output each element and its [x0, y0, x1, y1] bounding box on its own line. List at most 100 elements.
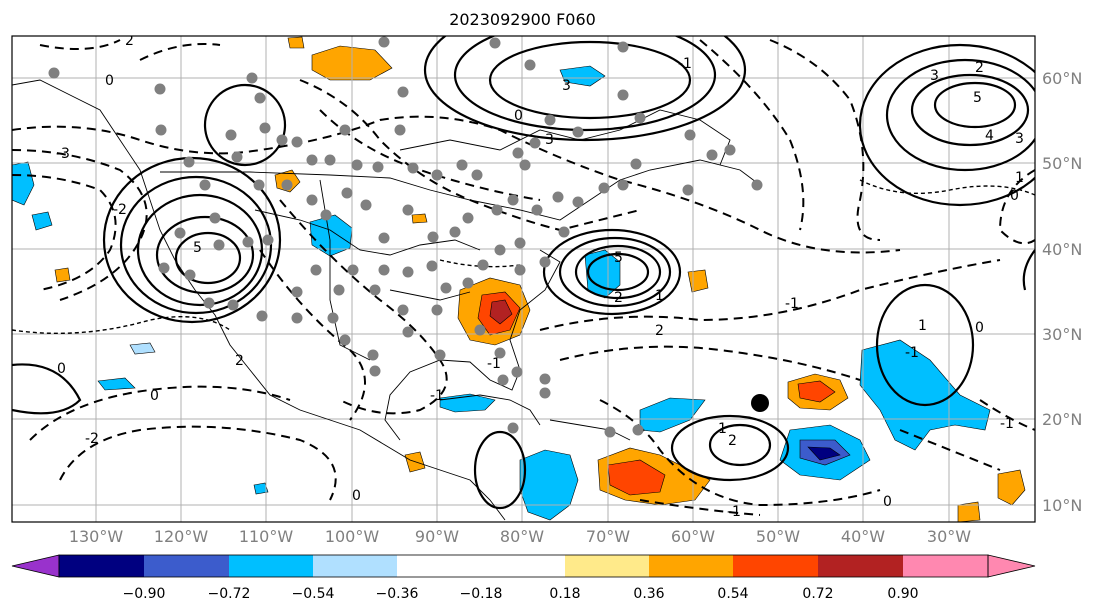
- contour-label: -1: [905, 345, 919, 361]
- anomaly-region: [54, 267, 71, 283]
- colorbar-segment: [481, 555, 565, 577]
- colorbar-tick: −0.36: [376, 586, 419, 602]
- colorbar-segment: [565, 555, 649, 577]
- anomaly-region: [559, 65, 606, 87]
- lon-label: 50°W: [756, 527, 800, 546]
- lon-label: 90°W: [415, 527, 459, 546]
- contour-label: -2: [85, 431, 99, 447]
- colorbar-tick: 0.90: [887, 586, 918, 602]
- contour-label: 3: [1015, 131, 1024, 147]
- colorbar-tick: −0.90: [123, 586, 166, 602]
- anomaly-region: [957, 501, 981, 522]
- colorbar-segment: [397, 555, 481, 577]
- contour-label: 2: [655, 323, 664, 339]
- lat-label: 40°N: [1042, 240, 1082, 259]
- colorbar-tick: −0.18: [460, 586, 503, 602]
- anomaly-region: [287, 36, 305, 49]
- contour-label: 3: [930, 68, 939, 84]
- anomaly-region: [807, 446, 841, 461]
- storm-marker: [751, 394, 769, 412]
- contour-label: 1: [1015, 170, 1024, 186]
- anomaly-region: [607, 459, 666, 496]
- lon-label: 30°W: [927, 527, 971, 546]
- contour-label: 0: [105, 73, 114, 89]
- colorbar-segment: [903, 555, 988, 577]
- contour-label: 2: [975, 60, 984, 76]
- lon-label: 70°W: [586, 527, 630, 546]
- anomaly-region: [97, 377, 136, 391]
- colorbar-tick: 0.18: [549, 586, 580, 602]
- contour-label: -1: [727, 504, 741, 520]
- colorbar-tick: −0.72: [208, 586, 251, 602]
- anomaly-region: [489, 299, 513, 325]
- contour-label: 2: [728, 433, 737, 449]
- colorbar-tick: 0.36: [633, 586, 664, 602]
- lon-label: 110°W: [239, 527, 294, 546]
- coastlines: [12, 79, 761, 521]
- contour-label: 1: [918, 318, 927, 334]
- contour-label: 0: [352, 488, 361, 504]
- lon-label: 40°W: [841, 527, 885, 546]
- lat-label: 10°N: [1042, 496, 1082, 515]
- contour-label: -2: [113, 202, 127, 218]
- lat-label: 50°N: [1042, 154, 1082, 173]
- contour-label: -1: [430, 388, 444, 404]
- contour-label: 5: [973, 90, 982, 106]
- lon-label: 120°W: [154, 527, 209, 546]
- contour-label: 3: [562, 78, 571, 94]
- colorbar-segment: [733, 555, 818, 577]
- contour-label: -1: [785, 296, 799, 312]
- contours: [12, 36, 1035, 516]
- contour-labels: 2 0 3 5 -3 -2 5 2 3 0 2 1 -1 -1 -2 0 1 0…: [56, 33, 1024, 520]
- lon-label: 100°W: [325, 527, 380, 546]
- contour-label: 3: [545, 132, 554, 148]
- anomaly-region: [859, 339, 991, 451]
- colorbar-segment: [313, 555, 397, 577]
- colorbar-segment: [144, 555, 229, 577]
- map-area: [12, 36, 1035, 522]
- contour-label: -1: [678, 56, 692, 72]
- map-title: 2023092900 F060: [449, 10, 596, 29]
- colorbar-segment: [649, 555, 733, 577]
- anomaly-region: [797, 380, 836, 403]
- contour-label: -1: [487, 356, 501, 372]
- lon-label: 80°W: [500, 527, 544, 546]
- contour-label: -3: [56, 146, 70, 162]
- longitude-labels: 130°W 120°W 110°W 100°W 90°W 80°W 70°W 6…: [69, 527, 971, 546]
- contour-label: 5: [193, 240, 202, 256]
- contour-label: 0: [150, 388, 159, 404]
- colorbar-extend-high: [987, 554, 1036, 578]
- lat-label: 60°N: [1042, 69, 1082, 88]
- contour-label: -1: [1000, 416, 1014, 432]
- colorbar-tick: 0.72: [802, 586, 833, 602]
- anomaly-region: [129, 342, 156, 355]
- contour-label: 0: [1010, 188, 1019, 204]
- anomaly-region: [31, 211, 53, 231]
- anomaly-region: [997, 469, 1026, 506]
- contour-label: 4: [985, 128, 994, 144]
- lat-label: 20°N: [1042, 410, 1082, 429]
- contour-label: 2: [125, 33, 134, 49]
- lat-label: 30°N: [1042, 325, 1082, 344]
- contour-label: 2: [235, 353, 244, 369]
- colorbar-segment: [818, 555, 903, 577]
- contour-label: 0: [57, 361, 66, 377]
- contour-label: 2: [614, 290, 623, 306]
- anomaly-region: [411, 213, 428, 224]
- colorbar-tick: 0.54: [717, 586, 748, 602]
- contour-label: 5: [614, 250, 623, 266]
- contour-label: 0: [514, 108, 523, 124]
- colorbar: −0.90 −0.72 −0.54 −0.36 −0.18 0.18 0.36 …: [11, 554, 1036, 602]
- latitude-labels: 60°N 50°N 40°N 30°N 20°N 10°N: [1042, 69, 1082, 515]
- anomaly-shading: [12, 36, 1026, 522]
- contour-label: 1: [718, 421, 727, 437]
- lon-label: 60°W: [671, 527, 715, 546]
- anomaly-region: [253, 482, 269, 495]
- map-frame: [11, 35, 1036, 523]
- contour-label: 1: [655, 288, 664, 304]
- colorbar-tick: −0.54: [292, 586, 335, 602]
- colorbar-segment: [229, 555, 313, 577]
- stations: [48, 36, 763, 438]
- colorbar-segment: [59, 555, 144, 577]
